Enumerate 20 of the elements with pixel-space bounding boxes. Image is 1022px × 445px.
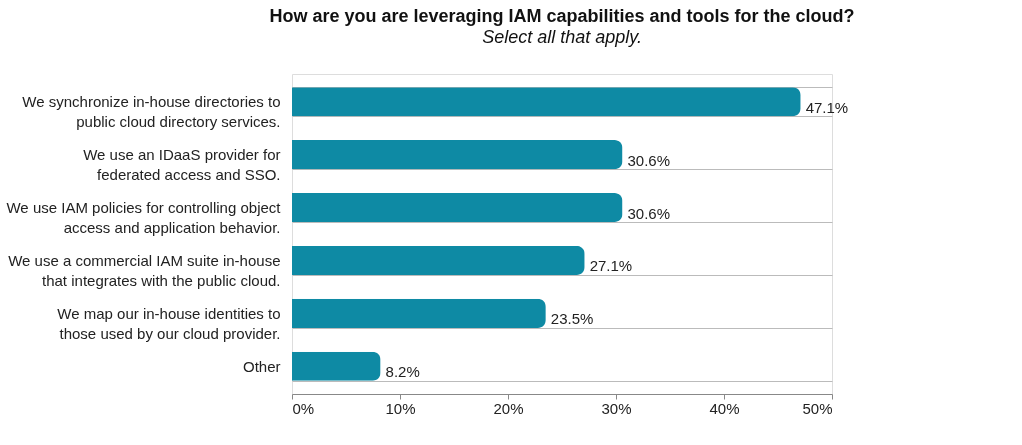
x-tick-label: 0% <box>292 399 315 417</box>
x-tick-label: 40% <box>709 399 740 417</box>
y-tick-label: Other <box>242 357 281 375</box>
data-label: 30.6% <box>627 204 671 222</box>
chart-subtitle: Select all that apply. <box>482 27 642 47</box>
data-label: 8.2% <box>385 363 420 381</box>
y-tick-label: We synchronize in-house directories to public cloud directory services. <box>22 93 281 131</box>
data-label: 27.1% <box>589 257 633 275</box>
data-label: 30.6% <box>627 151 671 169</box>
y-tick-label: We use an IDaaS provider for federated access and SSO. <box>83 146 281 184</box>
data-label: 23.5% <box>550 310 594 328</box>
chart-title: How are you are leveraging IAM capabilities and tools for the cloud? <box>269 6 855 26</box>
x-tick-label: 30% <box>601 399 632 417</box>
x-tick-label: 50% <box>802 399 833 417</box>
y-tick-label: We use a commercial IAM suite in-house that integrates with the public cloud. <box>8 251 281 289</box>
x-tick-label: 20% <box>493 399 524 417</box>
data-label: 47.1% <box>805 98 849 116</box>
y-tick-label: We use IAM policies for controlling object access and application behavior. <box>6 199 282 237</box>
y-tick-label: We map our in-house identities to those used by our cloud provider. <box>57 304 281 342</box>
x-tick-label: 10% <box>385 399 416 417</box>
